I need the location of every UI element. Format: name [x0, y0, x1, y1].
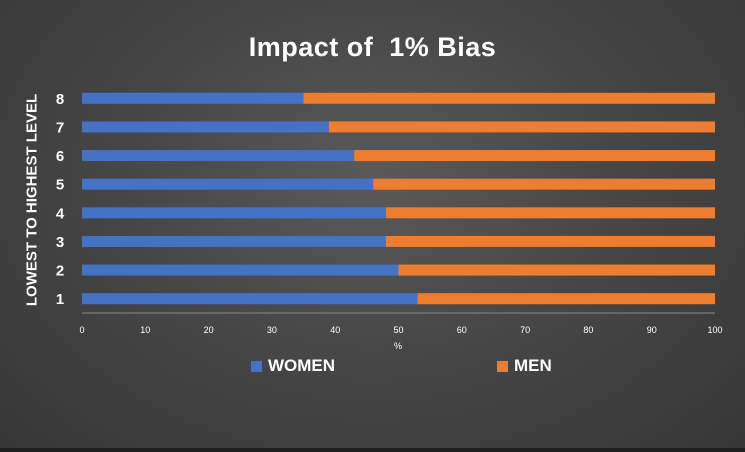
y-tick-label: 8: [56, 91, 64, 108]
legend-swatch-men: [497, 360, 508, 372]
x-tick-label: 20: [204, 325, 214, 335]
legend-label-men: MEN: [514, 356, 552, 375]
bar-women: [82, 207, 386, 219]
y-tick-label: 5: [56, 177, 64, 194]
x-tick-label: 50: [393, 325, 403, 335]
bar-women: [82, 92, 304, 104]
bar-men: [417, 293, 715, 305]
bottom-edge: [0, 448, 745, 452]
legend-label-women: WOMEN: [268, 356, 336, 375]
x-tick-label: 30: [267, 325, 277, 335]
legend-item-women: WOMEN: [251, 356, 335, 376]
bar-women: [82, 150, 355, 162]
y-tick-label: 2: [56, 263, 64, 280]
bar-women: [82, 121, 329, 133]
bar-women: [82, 293, 418, 305]
chart-title: Impact of 1% Bias: [248, 32, 497, 62]
bar-men: [373, 178, 715, 190]
x-tick-label: 90: [647, 325, 657, 335]
legend: WOMEN MEN: [0, 356, 745, 378]
y-tick-label: 3: [56, 234, 64, 251]
legend-swatch-women: [251, 360, 262, 372]
x-tick-label: 10: [140, 325, 150, 335]
x-tick-label: 80: [583, 325, 593, 335]
x-tick-label: 40: [330, 325, 340, 335]
x-tick-label: 100: [707, 325, 722, 335]
bar-women: [82, 235, 386, 247]
x-tick-label: 70: [520, 325, 530, 335]
bar-men: [328, 121, 715, 133]
y-tick-label: 4: [56, 205, 65, 222]
bar-men: [303, 92, 715, 104]
bar-men: [398, 264, 715, 276]
bar-women: [82, 264, 399, 276]
bar-men: [354, 150, 715, 162]
x-axis-label: %: [393, 341, 403, 351]
bar-women: [82, 178, 374, 190]
y-tick-label: 1: [56, 291, 64, 308]
legend-item-men: MEN: [497, 356, 552, 376]
y-tick-label: 7: [56, 119, 64, 136]
y-tick-label: 6: [56, 148, 64, 165]
bar-men: [385, 207, 715, 219]
x-tick-label: 60: [457, 325, 467, 335]
x-tick-label: 0: [79, 325, 84, 335]
bar-men: [385, 235, 715, 247]
